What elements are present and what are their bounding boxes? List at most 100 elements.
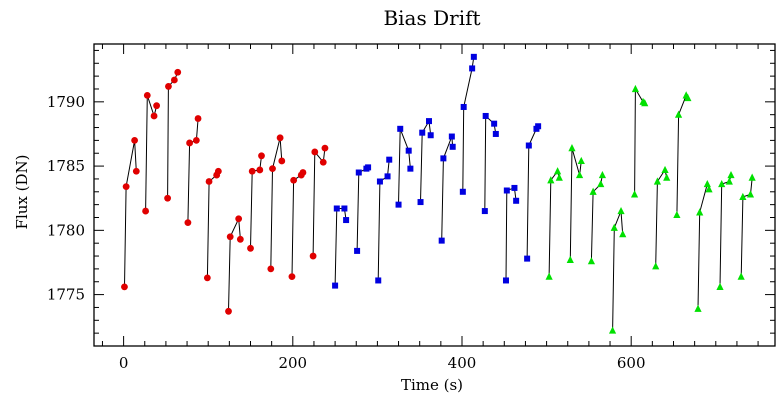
series-line-green: [740, 177, 753, 277]
series-line-green: [655, 168, 668, 267]
data-point-green: [631, 84, 640, 93]
data-point-red: [258, 152, 265, 160]
data-point-green: [703, 179, 711, 188]
data-point-blue: [492, 130, 499, 137]
data-point-red: [311, 148, 319, 156]
data-point-green: [652, 262, 660, 270]
series-line-blue: [505, 187, 517, 281]
data-point-red: [278, 157, 286, 165]
data-point-green: [748, 173, 756, 181]
plot-frame: [93, 43, 776, 347]
series-line-red: [270, 137, 283, 269]
data-point-red: [192, 136, 200, 144]
data-point-red: [186, 139, 193, 147]
data-point-blue: [449, 143, 456, 150]
data-point-green: [630, 190, 639, 198]
data-point-green: [619, 230, 627, 238]
data-point-blue: [448, 133, 455, 140]
data-point-blue: [511, 184, 518, 191]
data-point-red: [248, 167, 256, 175]
data-point-blue: [491, 120, 498, 127]
series-line-blue: [462, 56, 475, 192]
series-line-red: [167, 72, 179, 199]
series-line-green: [590, 175, 603, 262]
data-point-blue: [386, 156, 393, 163]
data-point-green: [696, 208, 704, 216]
series-line-green: [612, 210, 624, 331]
y-axis-title: Flux (DN): [13, 155, 31, 230]
data-point-red: [150, 112, 158, 120]
data-point-red: [236, 235, 244, 243]
data-point-blue: [341, 205, 348, 212]
data-point-blue: [460, 103, 467, 110]
data-point-blue: [440, 155, 447, 162]
data-point-blue: [417, 199, 424, 206]
data-point-green: [716, 282, 724, 290]
data-point-red: [170, 76, 178, 84]
data-point-blue: [365, 164, 372, 171]
data-point-green: [597, 179, 605, 188]
data-point-blue: [375, 277, 382, 284]
data-point-red: [174, 68, 182, 76]
data-point-green: [553, 167, 562, 175]
data-point-red: [288, 273, 296, 281]
data-point-green: [746, 190, 755, 198]
data-point-green: [587, 257, 596, 265]
plot-area: 0 200 400 600 1775 1780 1785 1790: [47, 43, 776, 372]
data-point-red: [153, 102, 161, 110]
series-line-green: [719, 174, 732, 287]
data-point-green: [684, 93, 692, 102]
data-point-blue: [524, 255, 531, 262]
x-tick-label: 0: [119, 354, 129, 372]
data-point-blue: [438, 237, 445, 244]
data-point-green: [577, 156, 585, 165]
chart-title: Bias Drift: [383, 6, 480, 30]
data-point-red: [203, 274, 211, 282]
y-tick-label: 1785: [47, 157, 85, 175]
x-tick-label: 400: [448, 354, 477, 372]
data-point-red: [194, 115, 202, 122]
series-line-blue: [484, 114, 497, 212]
series-line-red: [124, 140, 137, 287]
data-point-blue: [354, 247, 361, 254]
data-point-blue: [525, 142, 532, 149]
series-line-blue: [420, 119, 432, 203]
data-point-green: [663, 173, 671, 181]
data-point-blue: [395, 201, 402, 208]
data-point-red: [225, 307, 232, 315]
data-point-green: [555, 173, 563, 181]
series-line-red: [187, 118, 199, 223]
data-point-green: [705, 185, 713, 193]
data-point-red: [142, 207, 150, 215]
data-point-green: [617, 206, 625, 215]
data-point-blue: [513, 197, 520, 204]
data-point-red: [267, 265, 275, 273]
data-point-blue: [481, 208, 488, 215]
y-tick-label: 1775: [47, 286, 85, 304]
data-point-red: [276, 134, 284, 142]
series-line-green: [548, 170, 560, 277]
data-point-red: [290, 176, 298, 184]
data-point-blue: [407, 165, 414, 172]
series-line-red: [206, 171, 219, 278]
data-point-blue: [459, 188, 466, 195]
x-tick-label: 600: [617, 354, 646, 372]
data-point-green: [694, 304, 702, 312]
data-point-green: [718, 179, 726, 188]
data-point-red: [269, 165, 276, 173]
data-point-red: [121, 283, 128, 291]
series-line-green: [697, 182, 710, 309]
data-point-blue: [426, 118, 433, 125]
y-tick-label: 1780: [47, 221, 85, 239]
data-point-red: [165, 83, 172, 90]
series-line-red: [145, 95, 158, 212]
data-point-blue: [427, 132, 434, 139]
series-line-blue: [334, 208, 347, 286]
data-point-blue: [469, 65, 476, 72]
data-point-green: [737, 272, 745, 280]
data-point-green: [641, 99, 649, 107]
data-point-blue: [376, 178, 383, 185]
data-point-red: [247, 244, 254, 252]
data-point-blue: [419, 129, 426, 136]
x-tick-label: 200: [278, 354, 307, 372]
